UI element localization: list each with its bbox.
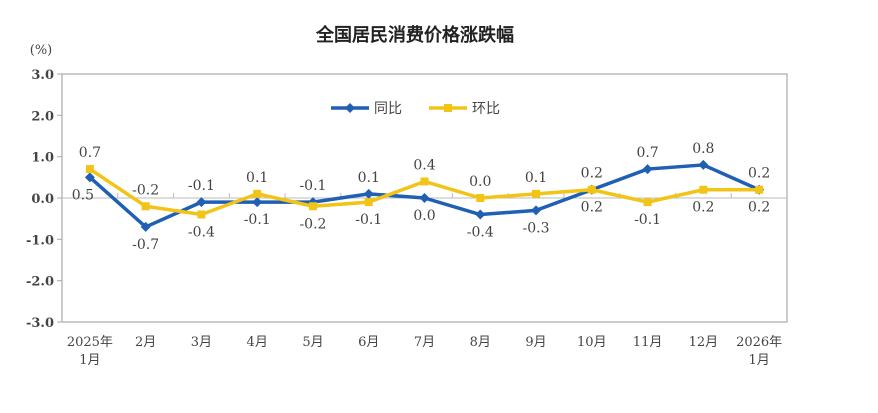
x-tick-label: 8月 — [470, 335, 491, 350]
data-point — [419, 193, 430, 203]
x-tick-label: 11月 — [633, 335, 663, 350]
legend-label: 环比 — [472, 101, 500, 117]
data-point — [587, 185, 596, 194]
data-point — [531, 205, 542, 216]
data-label: 0.4 — [413, 157, 435, 173]
data-point — [698, 159, 709, 170]
data-point — [363, 188, 374, 199]
data-label: 0.1 — [358, 170, 380, 186]
data-point — [196, 197, 207, 208]
x-tick-label: 7月 — [414, 335, 435, 350]
y-tick-label: -3.0 — [26, 316, 54, 331]
x-tick-label: 2月 — [135, 335, 156, 350]
legend: 同比 环比 — [331, 101, 500, 117]
data-point — [253, 189, 262, 198]
y-tick-label: 2.0 — [31, 109, 54, 124]
data-point — [643, 198, 652, 207]
data-point — [140, 221, 151, 232]
data-label: 0.1 — [525, 170, 547, 186]
x-tick-label: 5月 — [302, 335, 323, 350]
data-label: -0.3 — [523, 220, 550, 236]
data-label: -0.7 — [132, 237, 159, 253]
data-label: 0.8 — [692, 141, 714, 157]
x-tick-label: 2026年 — [736, 335, 782, 350]
x-tick-label: 1月 — [79, 353, 100, 368]
data-point — [84, 172, 95, 183]
data-label: -0.1 — [188, 178, 215, 194]
y-tick-label: -2.0 — [26, 275, 54, 290]
y-tick-label: 3.0 — [31, 68, 54, 83]
data-label: 0.2 — [748, 200, 770, 216]
y-tick-label: 1.0 — [31, 151, 54, 166]
chart-title: 全国居民消费价格涨跌幅 — [315, 24, 514, 46]
legend-label: 同比 — [374, 101, 402, 117]
x-tick-label: 9月 — [525, 335, 546, 350]
data-point — [364, 198, 373, 207]
data-label: 0.2 — [581, 166, 603, 182]
legend-marker — [444, 104, 452, 112]
data-point — [141, 202, 150, 211]
data-label: 0.5 — [72, 187, 94, 203]
data-label: -0.4 — [188, 225, 215, 241]
data-label: 0.2 — [581, 200, 603, 216]
data-label: -0.1 — [634, 212, 661, 228]
data-label: 0.1 — [246, 170, 268, 186]
data-label: 0.0 — [469, 174, 491, 190]
x-tick-label: 12月 — [689, 335, 719, 350]
data-label: -0.4 — [467, 225, 494, 241]
x-tick-label: 3月 — [191, 335, 212, 350]
data-label: -0.2 — [299, 216, 326, 232]
data-point — [308, 202, 317, 211]
x-tick-label: 2025年 — [67, 335, 113, 350]
data-label: 0.7 — [636, 145, 658, 161]
data-label: 0.0 — [413, 208, 435, 224]
x-tick-label: 10月 — [577, 335, 607, 350]
x-tick-label: 1月 — [748, 353, 769, 368]
data-label: 0.2 — [748, 166, 770, 182]
data-label: -0.1 — [299, 178, 326, 194]
data-point — [420, 177, 429, 186]
data-point — [642, 164, 653, 175]
data-label: 0.7 — [79, 145, 101, 161]
data-point — [85, 165, 94, 174]
data-point — [532, 189, 541, 198]
data-label: -0.1 — [244, 212, 271, 228]
data-label: -0.1 — [355, 212, 382, 228]
y-tick-label: 0.0 — [31, 192, 54, 207]
y-tick-label: -1.0 — [26, 233, 54, 248]
data-point — [197, 210, 206, 219]
y-axis-unit: (%) — [30, 43, 53, 58]
legend-marker — [345, 103, 355, 113]
x-tick-label: 6月 — [358, 335, 379, 350]
data-label: 0.2 — [692, 200, 714, 216]
data-label: -0.2 — [132, 182, 159, 198]
data-point — [699, 185, 708, 194]
data-point — [476, 194, 485, 202]
data-point — [252, 197, 263, 208]
data-point — [475, 209, 486, 220]
data-point — [755, 185, 764, 194]
x-tick-label: 4月 — [247, 335, 268, 350]
